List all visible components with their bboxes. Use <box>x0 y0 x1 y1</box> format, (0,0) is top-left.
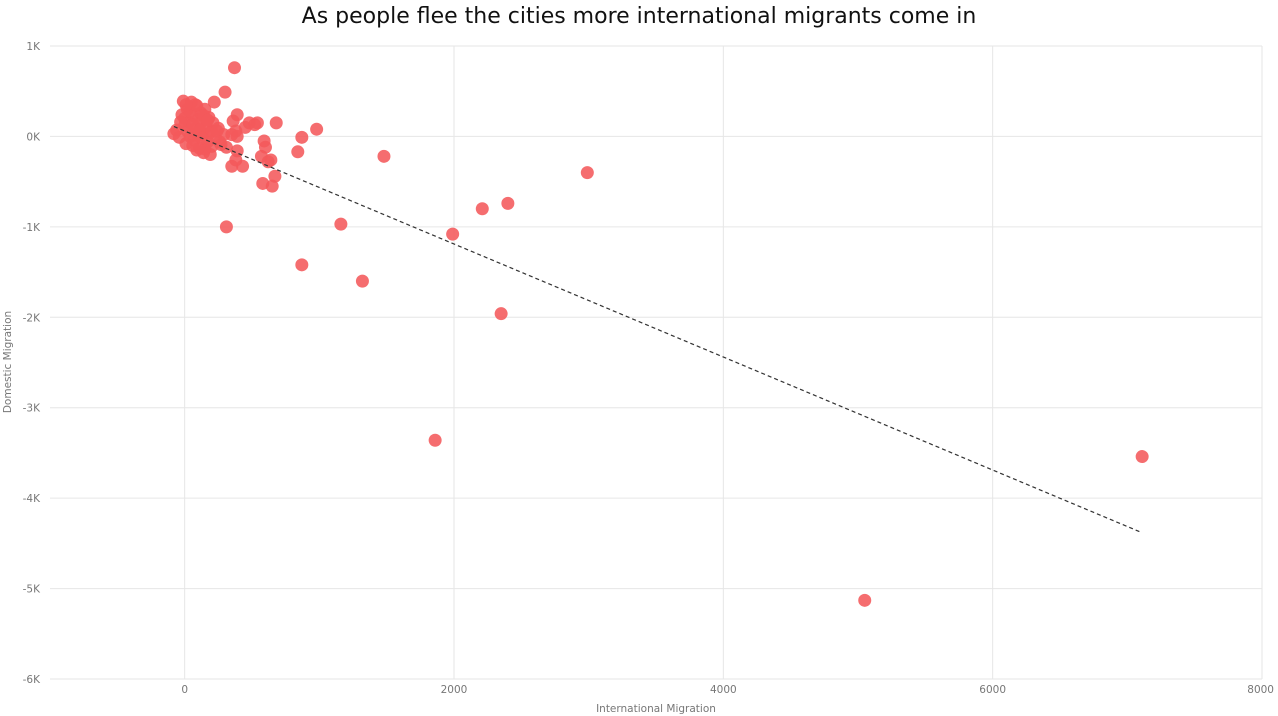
x-tick-label: 2000 <box>441 684 468 696</box>
y-tick-label: -1K <box>23 222 41 234</box>
x-axis-title: International Migration <box>596 703 716 715</box>
y-tick-label: -5K <box>23 584 41 596</box>
data-point <box>377 149 391 163</box>
data-points <box>167 61 1149 607</box>
data-point <box>218 85 232 99</box>
data-point <box>210 124 224 138</box>
data-point <box>227 61 241 75</box>
data-point <box>355 274 369 288</box>
data-point <box>269 116 283 130</box>
data-point <box>268 169 282 183</box>
chart-title: As people flee the cities more internati… <box>301 4 977 29</box>
data-point <box>295 258 309 272</box>
x-tick-label: 0 <box>181 684 188 696</box>
y-tick-label: 1K <box>26 41 41 53</box>
data-point <box>446 227 460 241</box>
data-point <box>201 113 215 127</box>
data-point <box>310 122 324 136</box>
y-tick-label: -3K <box>23 403 41 415</box>
data-point <box>494 307 508 321</box>
data-point <box>226 114 240 128</box>
trend-line <box>173 125 1140 533</box>
data-point <box>213 135 227 149</box>
trend-layer <box>173 125 1140 533</box>
data-point <box>207 95 221 109</box>
data-point <box>230 129 244 143</box>
data-point <box>188 98 202 112</box>
data-point <box>428 433 442 447</box>
data-point <box>334 217 348 231</box>
grid-layer <box>50 45 1263 680</box>
data-point <box>858 593 872 607</box>
data-point <box>1135 450 1149 464</box>
tick-layer: 1K 0K -1K -2K -3K -4K -5K -6K 0 2000 4000 6000 8000 <box>23 41 1274 696</box>
data-point <box>501 196 515 210</box>
data-point <box>291 145 305 159</box>
data-point <box>475 202 489 216</box>
data-point <box>179 98 193 112</box>
y-tick-label: -6K <box>23 674 41 686</box>
x-tick-label: 8000 <box>1247 684 1274 696</box>
data-point <box>580 166 594 180</box>
x-tick-label: 6000 <box>979 684 1006 696</box>
y-tick-label: -4K <box>23 493 41 505</box>
y-tick-label: -2K <box>23 312 41 324</box>
data-point <box>256 176 270 190</box>
data-point <box>250 116 264 130</box>
y-tick-label: 0K <box>26 131 41 143</box>
data-point <box>295 130 309 144</box>
data-point <box>174 115 188 129</box>
x-tick-label: 4000 <box>710 684 737 696</box>
data-point <box>264 153 278 167</box>
data-point <box>190 143 204 157</box>
data-point <box>219 220 233 234</box>
y-axis-title: Domestic Migration <box>2 311 14 413</box>
